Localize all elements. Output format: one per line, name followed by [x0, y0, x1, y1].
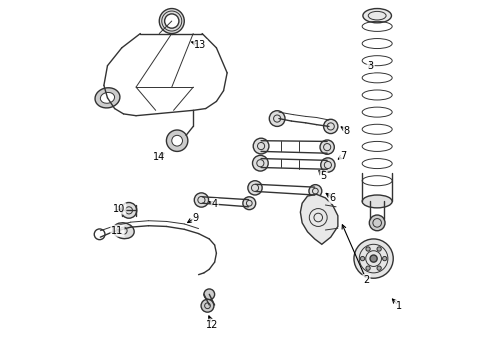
- Ellipse shape: [95, 88, 120, 108]
- Circle shape: [194, 193, 209, 207]
- Circle shape: [360, 256, 365, 261]
- Circle shape: [167, 130, 188, 152]
- Circle shape: [323, 119, 338, 134]
- Circle shape: [321, 158, 335, 172]
- Circle shape: [369, 215, 385, 231]
- Circle shape: [248, 181, 262, 195]
- Polygon shape: [300, 194, 338, 244]
- Ellipse shape: [362, 195, 392, 208]
- Text: 10: 10: [113, 203, 125, 213]
- Ellipse shape: [100, 93, 115, 103]
- Text: 12: 12: [206, 320, 219, 330]
- Circle shape: [366, 266, 370, 270]
- Circle shape: [165, 14, 179, 28]
- Text: 6: 6: [329, 193, 336, 203]
- Circle shape: [201, 299, 214, 312]
- Text: 9: 9: [193, 212, 199, 222]
- Circle shape: [370, 255, 377, 262]
- Circle shape: [204, 289, 215, 300]
- Text: 3: 3: [368, 62, 374, 71]
- Text: 4: 4: [212, 199, 218, 209]
- Circle shape: [366, 247, 370, 251]
- Ellipse shape: [363, 9, 392, 23]
- Circle shape: [252, 156, 268, 171]
- Text: 13: 13: [194, 40, 206, 50]
- Circle shape: [354, 239, 393, 278]
- Text: 5: 5: [320, 171, 327, 181]
- Text: 2: 2: [363, 275, 369, 285]
- Circle shape: [377, 266, 381, 270]
- Text: 11: 11: [111, 226, 123, 236]
- Text: 7: 7: [340, 151, 346, 161]
- Circle shape: [243, 197, 256, 210]
- Text: 14: 14: [153, 152, 166, 162]
- Circle shape: [309, 185, 322, 198]
- Circle shape: [121, 203, 137, 218]
- Circle shape: [159, 9, 184, 33]
- Circle shape: [383, 256, 387, 261]
- Text: 8: 8: [344, 126, 350, 136]
- Circle shape: [320, 140, 334, 154]
- Circle shape: [377, 247, 381, 251]
- Circle shape: [253, 138, 269, 154]
- Circle shape: [172, 135, 182, 146]
- Circle shape: [270, 111, 285, 126]
- Text: 1: 1: [395, 301, 402, 311]
- Ellipse shape: [113, 223, 134, 239]
